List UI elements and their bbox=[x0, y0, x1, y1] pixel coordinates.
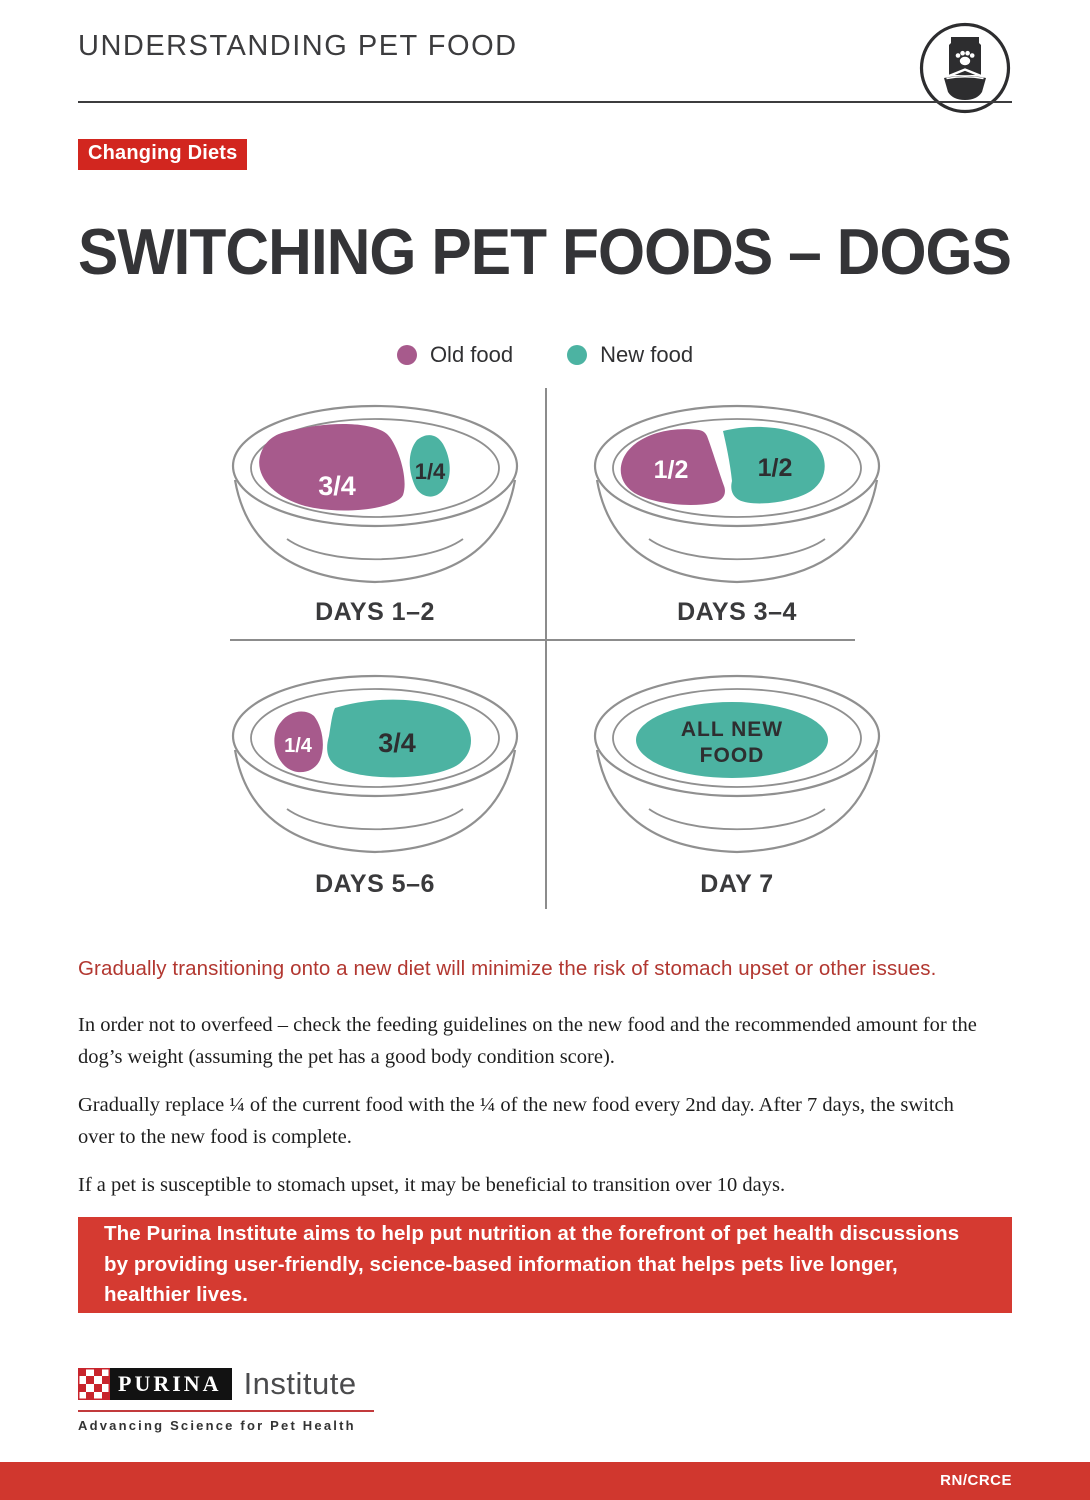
old-food-portion bbox=[620, 429, 725, 505]
legend-label-old: Old food bbox=[429, 342, 514, 367]
mission-banner-text: The Purina Institute aims to help put nu… bbox=[104, 1221, 960, 1307]
footer-code: RN/CRCE bbox=[940, 1472, 1012, 1489]
fraction-label-new: 1/4 bbox=[415, 459, 446, 484]
page-header-title: UNDERSTANDING PET FOOD bbox=[78, 30, 518, 62]
fraction-label-new: 1/2 bbox=[758, 454, 793, 482]
new-food-portion bbox=[723, 426, 825, 504]
pet-food-bag-bowl-icon bbox=[919, 22, 1011, 114]
fraction-label-old: 3/4 bbox=[318, 471, 356, 501]
new-food-dot-icon bbox=[567, 345, 588, 365]
paragraph-replace: Gradually replace ¼ of the current food … bbox=[78, 1093, 954, 1148]
grid-divider-vertical bbox=[545, 388, 547, 909]
bowl-caption-days-5-6: DAYS 5–6 bbox=[315, 870, 435, 898]
mission-banner: The Purina Institute aims to help put nu… bbox=[78, 1217, 1012, 1313]
bowl-diagram-days-1-2: 3/4 1/4 bbox=[231, 404, 519, 584]
section-badge: Changing Diets bbox=[78, 139, 248, 170]
purina-checkerboard-icon bbox=[78, 1368, 110, 1400]
old-food-portion bbox=[259, 423, 405, 511]
bowl-diagram-days-5-6: 1/4 3/4 bbox=[231, 674, 519, 854]
legend-item-old-food: Old food bbox=[396, 342, 514, 368]
all-new-food-label-line1: ALL NEW bbox=[681, 718, 783, 741]
purina-institute-logo: PURINA Institute Advancing Science for P… bbox=[78, 1366, 374, 1433]
bowl-diagram-day-7: ALL NEW FOOD bbox=[593, 674, 881, 854]
purina-brand-text: PURINA bbox=[118, 1371, 222, 1396]
logo-tagline: Advancing Science for Pet Health bbox=[78, 1418, 356, 1433]
fraction-label-old: 1/2 bbox=[654, 456, 689, 484]
body-copy: In order not to overfeed – check the fee… bbox=[78, 1010, 983, 1218]
logo-divider bbox=[78, 1410, 374, 1412]
paragraph-overfeed: In order not to overfeed – check the fee… bbox=[78, 1014, 977, 1068]
header-divider bbox=[78, 101, 1012, 103]
paragraph-susceptible: If a pet is susceptible to stomach upset… bbox=[78, 1173, 786, 1196]
new-food-portion bbox=[327, 699, 471, 778]
page-title: SWITCHING PET FOODS – DOGS bbox=[78, 215, 1012, 288]
bowl-diagram-days-3-4: 1/2 1/2 bbox=[593, 404, 881, 584]
grid-divider-horizontal bbox=[230, 639, 855, 641]
fraction-label-new: 3/4 bbox=[378, 728, 416, 758]
bowl-caption-days-1-2: DAYS 1–2 bbox=[315, 598, 435, 626]
bowl-caption-days-3-4: DAYS 3–4 bbox=[677, 598, 797, 626]
purina-wordmark: PURINA bbox=[78, 1368, 232, 1400]
legend-item-new-food: New food bbox=[567, 342, 693, 368]
legend-label-new: New food bbox=[600, 342, 694, 367]
old-food-dot-icon bbox=[396, 345, 417, 365]
all-new-food-label-line2: FOOD bbox=[700, 744, 765, 767]
bowl-caption-day-7: DAY 7 bbox=[700, 870, 774, 898]
legend: Old food New food bbox=[0, 342, 1090, 368]
old-food-portion bbox=[274, 711, 323, 773]
institute-text: Institute bbox=[243, 1366, 357, 1401]
lead-sentence: Gradually transitioning onto a new diet … bbox=[78, 957, 937, 980]
fraction-label-old: 1/4 bbox=[284, 735, 313, 757]
footer-bar: RN/CRCE bbox=[0, 1462, 1090, 1500]
new-food-portion bbox=[636, 702, 828, 778]
new-food-portion bbox=[409, 435, 450, 497]
